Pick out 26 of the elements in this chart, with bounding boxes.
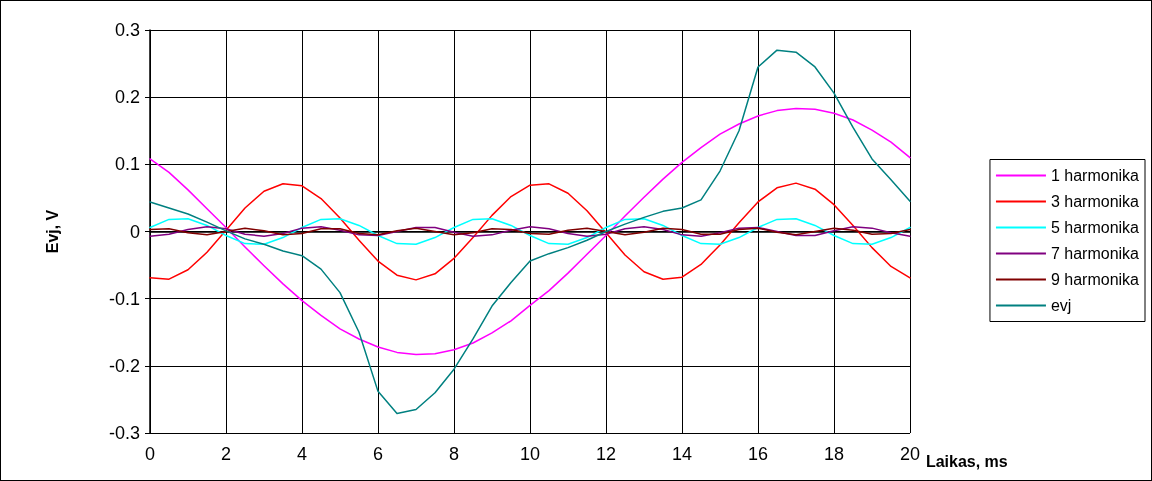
y-tick-label: 0.2 [114,87,140,108]
y-axis-title: Evj, V [43,209,61,254]
y-tick-label: -0.1 [108,288,140,309]
x-tick-label: 10 [519,444,541,464]
y-tick-label: 0 [129,221,140,242]
x-tick-label: 14 [671,444,693,464]
legend-label: 3 harmonika [1050,193,1140,210]
y-tick-label: -0.2 [108,355,140,376]
x-tick-label: 12 [595,444,617,464]
y-tick-label: 0.1 [114,154,140,175]
legend-label: evj [1050,297,1072,314]
x-axis-title: Laikas, ms [925,453,1008,470]
x-tick-label: 6 [372,444,384,464]
x-tick-label: 20 [899,444,921,464]
legend-label: 1 harmonika [1050,167,1140,184]
y-tick-label: 0.3 [114,20,140,40]
x-tick-label: 0 [144,444,156,464]
x-tick-label: 18 [823,444,845,464]
legend-label: 7 harmonika [1050,245,1140,262]
x-tick-label: 8 [448,444,460,464]
x-tick-label: 2 [220,444,232,464]
y-tick-label: -0.3 [108,423,140,443]
x-tick-label: 4 [296,444,308,464]
legend-label: 5 harmonika [1050,219,1140,236]
legend-label: 9 harmonika [1050,271,1140,288]
x-tick-label: 16 [747,444,769,464]
